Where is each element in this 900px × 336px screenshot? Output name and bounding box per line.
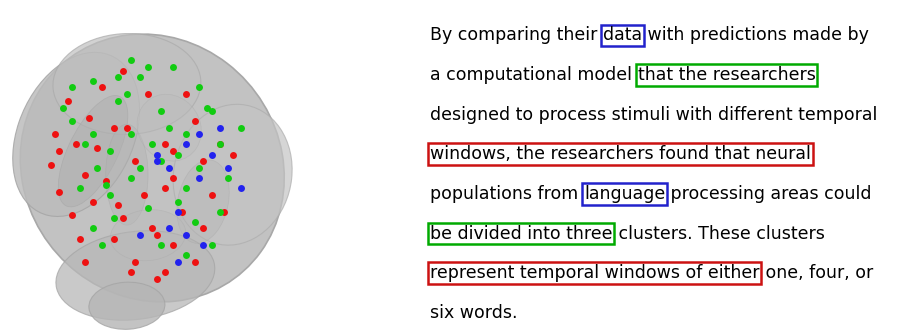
Ellipse shape (89, 282, 165, 329)
Ellipse shape (21, 34, 284, 302)
Text: clusters. These clusters: clusters. These clusters (613, 224, 824, 243)
Text: one, four, or: one, four, or (760, 264, 873, 282)
Text: six words.: six words. (430, 304, 518, 322)
Ellipse shape (173, 104, 292, 245)
Ellipse shape (56, 231, 215, 320)
Ellipse shape (111, 210, 185, 261)
Text: with predictions made by: with predictions made by (643, 26, 869, 44)
Ellipse shape (53, 34, 201, 134)
Ellipse shape (137, 94, 202, 161)
Text: data: data (603, 26, 643, 44)
Text: be divided into three: be divided into three (430, 224, 613, 243)
Text: By comparing their: By comparing their (430, 26, 603, 44)
Ellipse shape (105, 124, 148, 225)
Text: processing areas could: processing areas could (665, 185, 872, 203)
Text: language: language (584, 185, 665, 203)
Text: windows, the researchers found that neural: windows, the researchers found that neur… (430, 145, 811, 163)
Ellipse shape (13, 52, 140, 216)
Text: a computational model: a computational model (430, 66, 638, 84)
Ellipse shape (58, 95, 128, 207)
Ellipse shape (177, 160, 230, 243)
Text: represent temporal windows of either: represent temporal windows of either (430, 264, 760, 282)
Text: populations from: populations from (430, 185, 584, 203)
Text: that the researchers: that the researchers (638, 66, 815, 84)
Text: designed to process stimuli with different temporal: designed to process stimuli with differe… (430, 106, 878, 124)
